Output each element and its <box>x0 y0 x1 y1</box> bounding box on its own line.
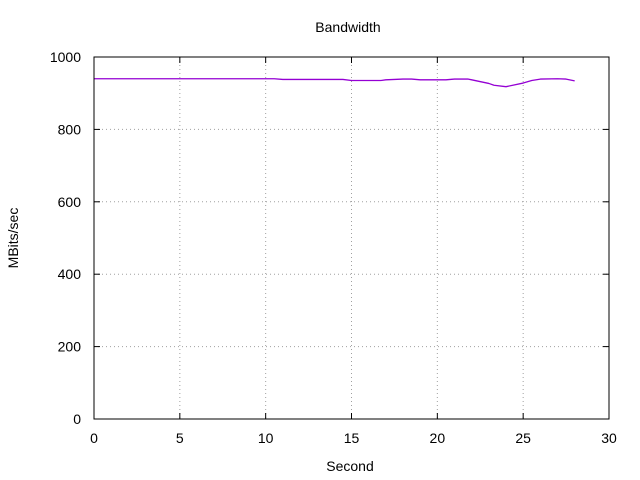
x-tick-label: 25 <box>515 430 531 446</box>
y-tick-label: 400 <box>58 266 82 282</box>
y-tick-label: 800 <box>58 121 82 137</box>
x-axis-label: Second <box>326 458 373 474</box>
axis-ticks <box>93 56 610 420</box>
grid-lines <box>94 57 609 419</box>
x-tick-label: 0 <box>90 430 98 446</box>
x-tick-label: 10 <box>258 430 274 446</box>
y-tick-label: 1000 <box>50 49 81 65</box>
y-tick-label: 200 <box>58 339 82 355</box>
series-layer <box>94 78 575 88</box>
y-tick-label: 600 <box>58 194 82 210</box>
x-tick-label: 20 <box>430 430 446 446</box>
x-tick-label: 15 <box>344 430 360 446</box>
x-tick-label: 5 <box>176 430 184 446</box>
y-axis-label: MBits/sec <box>5 208 21 269</box>
y-tick-labels: 0 200 400 600 800 1000 <box>50 49 81 427</box>
series-line-bandwidth <box>94 78 575 88</box>
y-tick-label: 0 <box>73 411 81 427</box>
x-tick-labels: 0 5 10 15 20 25 30 <box>90 430 617 446</box>
chart-title: Bandwidth <box>315 19 380 35</box>
x-tick-label: 30 <box>601 430 617 446</box>
